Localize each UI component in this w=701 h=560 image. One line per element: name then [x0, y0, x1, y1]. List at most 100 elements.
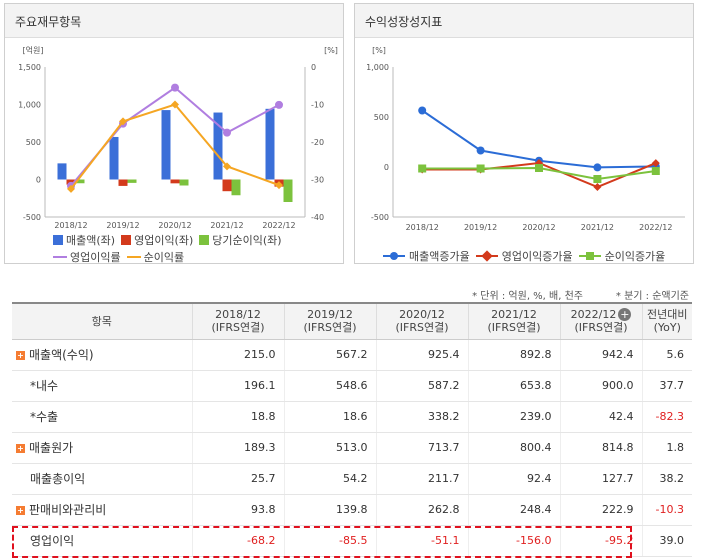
line-point-0-3 — [223, 128, 231, 137]
line-point-0-0 — [418, 106, 427, 115]
legend-label: 당기순이익(좌) — [212, 234, 282, 247]
row-label: 매출총이익 — [12, 463, 192, 495]
bar-1-2 — [170, 179, 180, 184]
y-tick-label: 0 — [384, 163, 389, 172]
table-cell: 222.9 — [559, 494, 642, 526]
financial-table: 항목 2018/12 (IFRS연결) 2019/12 (IFRS연결) 2020/12(… — [12, 302, 692, 557]
x-tick-label: 2020/12 — [158, 221, 191, 229]
bar-0-4 — [265, 108, 275, 180]
line-point-1-2 — [171, 100, 179, 109]
row-label: *수출 — [12, 401, 192, 433]
legend-item: 매출액증가율 — [383, 248, 470, 264]
table-cell: -156.0 — [467, 525, 560, 557]
bar-1-1 — [118, 179, 128, 186]
table-body: + 매출액(수익) 215.0 567.2 925.4 892.8 942.4 5.6 *내수 1… — [12, 339, 692, 557]
line-point-2-4 — [651, 167, 660, 175]
legend-item: 매출액(좌) — [53, 232, 115, 248]
table-cell: 900.0 — [559, 370, 642, 402]
profit-growth-legend: 매출액증가율 영업이익증가율 순이익증가율 — [355, 247, 693, 264]
right-tick-label: -20 — [311, 138, 324, 147]
financial-items-chart: [억원] [%] 1,500 1,000 500 0 -500 0 -10 -20 -30 -40 20… — [18, 45, 338, 229]
row-label: 영업이익 — [12, 525, 192, 557]
unit-note: * 단위 : 억원, %, 배, 천주 — [472, 291, 583, 302]
table-cell: 262.8 — [375, 494, 468, 526]
table-cell: 196.1 — [191, 370, 284, 402]
x-tick-label: 2020/12 — [522, 223, 555, 232]
table-cell: 814.8 — [559, 432, 642, 464]
table-header-cell: 2018/12 (IFRS연결) — [191, 302, 284, 340]
table-cell: 713.7 — [375, 432, 468, 464]
table-cell: 93.8 — [191, 494, 284, 526]
line-point-1-3 — [593, 183, 602, 191]
bar-2-0 — [75, 179, 85, 184]
row-label[interactable]: + 판매비와관리비 — [12, 494, 192, 526]
line-point-1-0 — [67, 184, 75, 193]
line-point-1-3 — [223, 162, 231, 171]
bar-2-2 — [179, 179, 189, 186]
row-label[interactable]: + 매출원가 — [12, 432, 192, 464]
table-cell: -82.3 — [641, 401, 692, 433]
legend-label: 순이익률 — [143, 251, 185, 264]
left-tick-label: 500 — [26, 138, 41, 147]
table-row: *수출 18.8 18.6 338.2 239.0 42.4 -82.3 — [12, 401, 692, 433]
table-cell: 127.7 — [559, 463, 642, 495]
plus-circle-icon[interactable]: + — [618, 308, 632, 322]
table-cell: -95.2 — [559, 525, 642, 557]
table-cell: 42.4 — [559, 401, 642, 433]
table-cell: 39.0 — [641, 525, 692, 557]
x-tick-label: 2022/12 — [639, 223, 672, 232]
legend-item: 순이익률 — [126, 249, 185, 265]
expand-plus-icon[interactable]: + — [16, 351, 25, 360]
table-header-cell: 2019/12 (IFRS연결) — [283, 302, 376, 340]
table-header-row: 항목 2018/12 (IFRS연결) 2019/12 (IFRS연결) 2020/12(… — [12, 302, 692, 340]
x-tick-label: 2021/12 — [581, 223, 614, 232]
line-point-0-2 — [171, 83, 179, 92]
bar-0-0 — [57, 163, 67, 180]
bar-1-3 — [222, 179, 232, 192]
table-row: *내수 196.1 548.6 587.2 653.8 900.0 37.7 — [12, 370, 692, 402]
line-point-0-1 — [476, 146, 485, 155]
table-cell: 139.8 — [283, 494, 376, 526]
table-cell: 38.2 — [641, 463, 692, 495]
x-tick-label: 2018/12 — [54, 221, 87, 229]
y-axis-unit: [%] — [372, 46, 386, 55]
line-point-1-4 — [651, 159, 660, 168]
right-axis-unit: [%] — [324, 46, 338, 55]
table-cell: 37.7 — [641, 370, 692, 402]
legend-item: 당기순이익(좌) — [199, 232, 282, 248]
x-tick-label: 2021/12 — [210, 221, 243, 229]
left-tick-label: 1,500 — [18, 63, 41, 72]
table-cell: 25.7 — [191, 463, 284, 495]
table-cell: -85.5 — [283, 525, 376, 557]
table-row: + 매출원가 189.3 513.0 713.7 800.4 814.8 1.8 — [12, 432, 692, 464]
financial-items-panel: 주요재무항목 [억원] [%] 1,500 1,000 500 0 -500 0 -10 -20 -… — [4, 3, 344, 264]
expand-plus-icon[interactable]: + — [16, 506, 25, 515]
legend-item: 영업이익증가율 — [475, 248, 573, 264]
right-tick-label: -10 — [311, 101, 324, 110]
row-label: *내수 — [12, 370, 192, 402]
line-point-2-2 — [535, 164, 543, 172]
legend-swatch — [53, 256, 67, 258]
bar-2-1 — [127, 179, 137, 183]
legend-label: 매출액(좌) — [66, 234, 116, 247]
table-header-cell: 전년대비 (YoY) — [641, 302, 692, 340]
legend-label: 순이익증가율 — [604, 250, 666, 263]
table-cell: 548.6 — [283, 370, 376, 402]
line-point-0-3 — [593, 163, 602, 172]
table-cell: 92.4 — [467, 463, 560, 495]
bar-2-3 — [231, 179, 241, 196]
expand-plus-icon[interactable]: + — [16, 444, 25, 453]
left-tick-label: 1,000 — [18, 101, 41, 110]
row-label[interactable]: + 매출액(수익) — [12, 339, 192, 371]
legend-label: 영업이익률 — [70, 251, 121, 264]
line-point-2-1 — [476, 164, 485, 173]
legend-swatch — [578, 252, 601, 260]
table-cell: 18.8 — [191, 401, 284, 433]
line-point-0-4 — [275, 100, 283, 109]
legend-label: 영업이익(좌) — [134, 234, 194, 247]
legend-label: 영업이익증가율 — [501, 250, 573, 263]
table-cell: 587.2 — [375, 370, 468, 402]
table-row: 매출총이익 25.7 54.2 211.7 92.4 127.7 38.2 — [12, 463, 692, 495]
table-header-cell: 2021/12 (IFRS연결) — [467, 302, 560, 340]
table-cell: 942.4 — [559, 339, 642, 371]
